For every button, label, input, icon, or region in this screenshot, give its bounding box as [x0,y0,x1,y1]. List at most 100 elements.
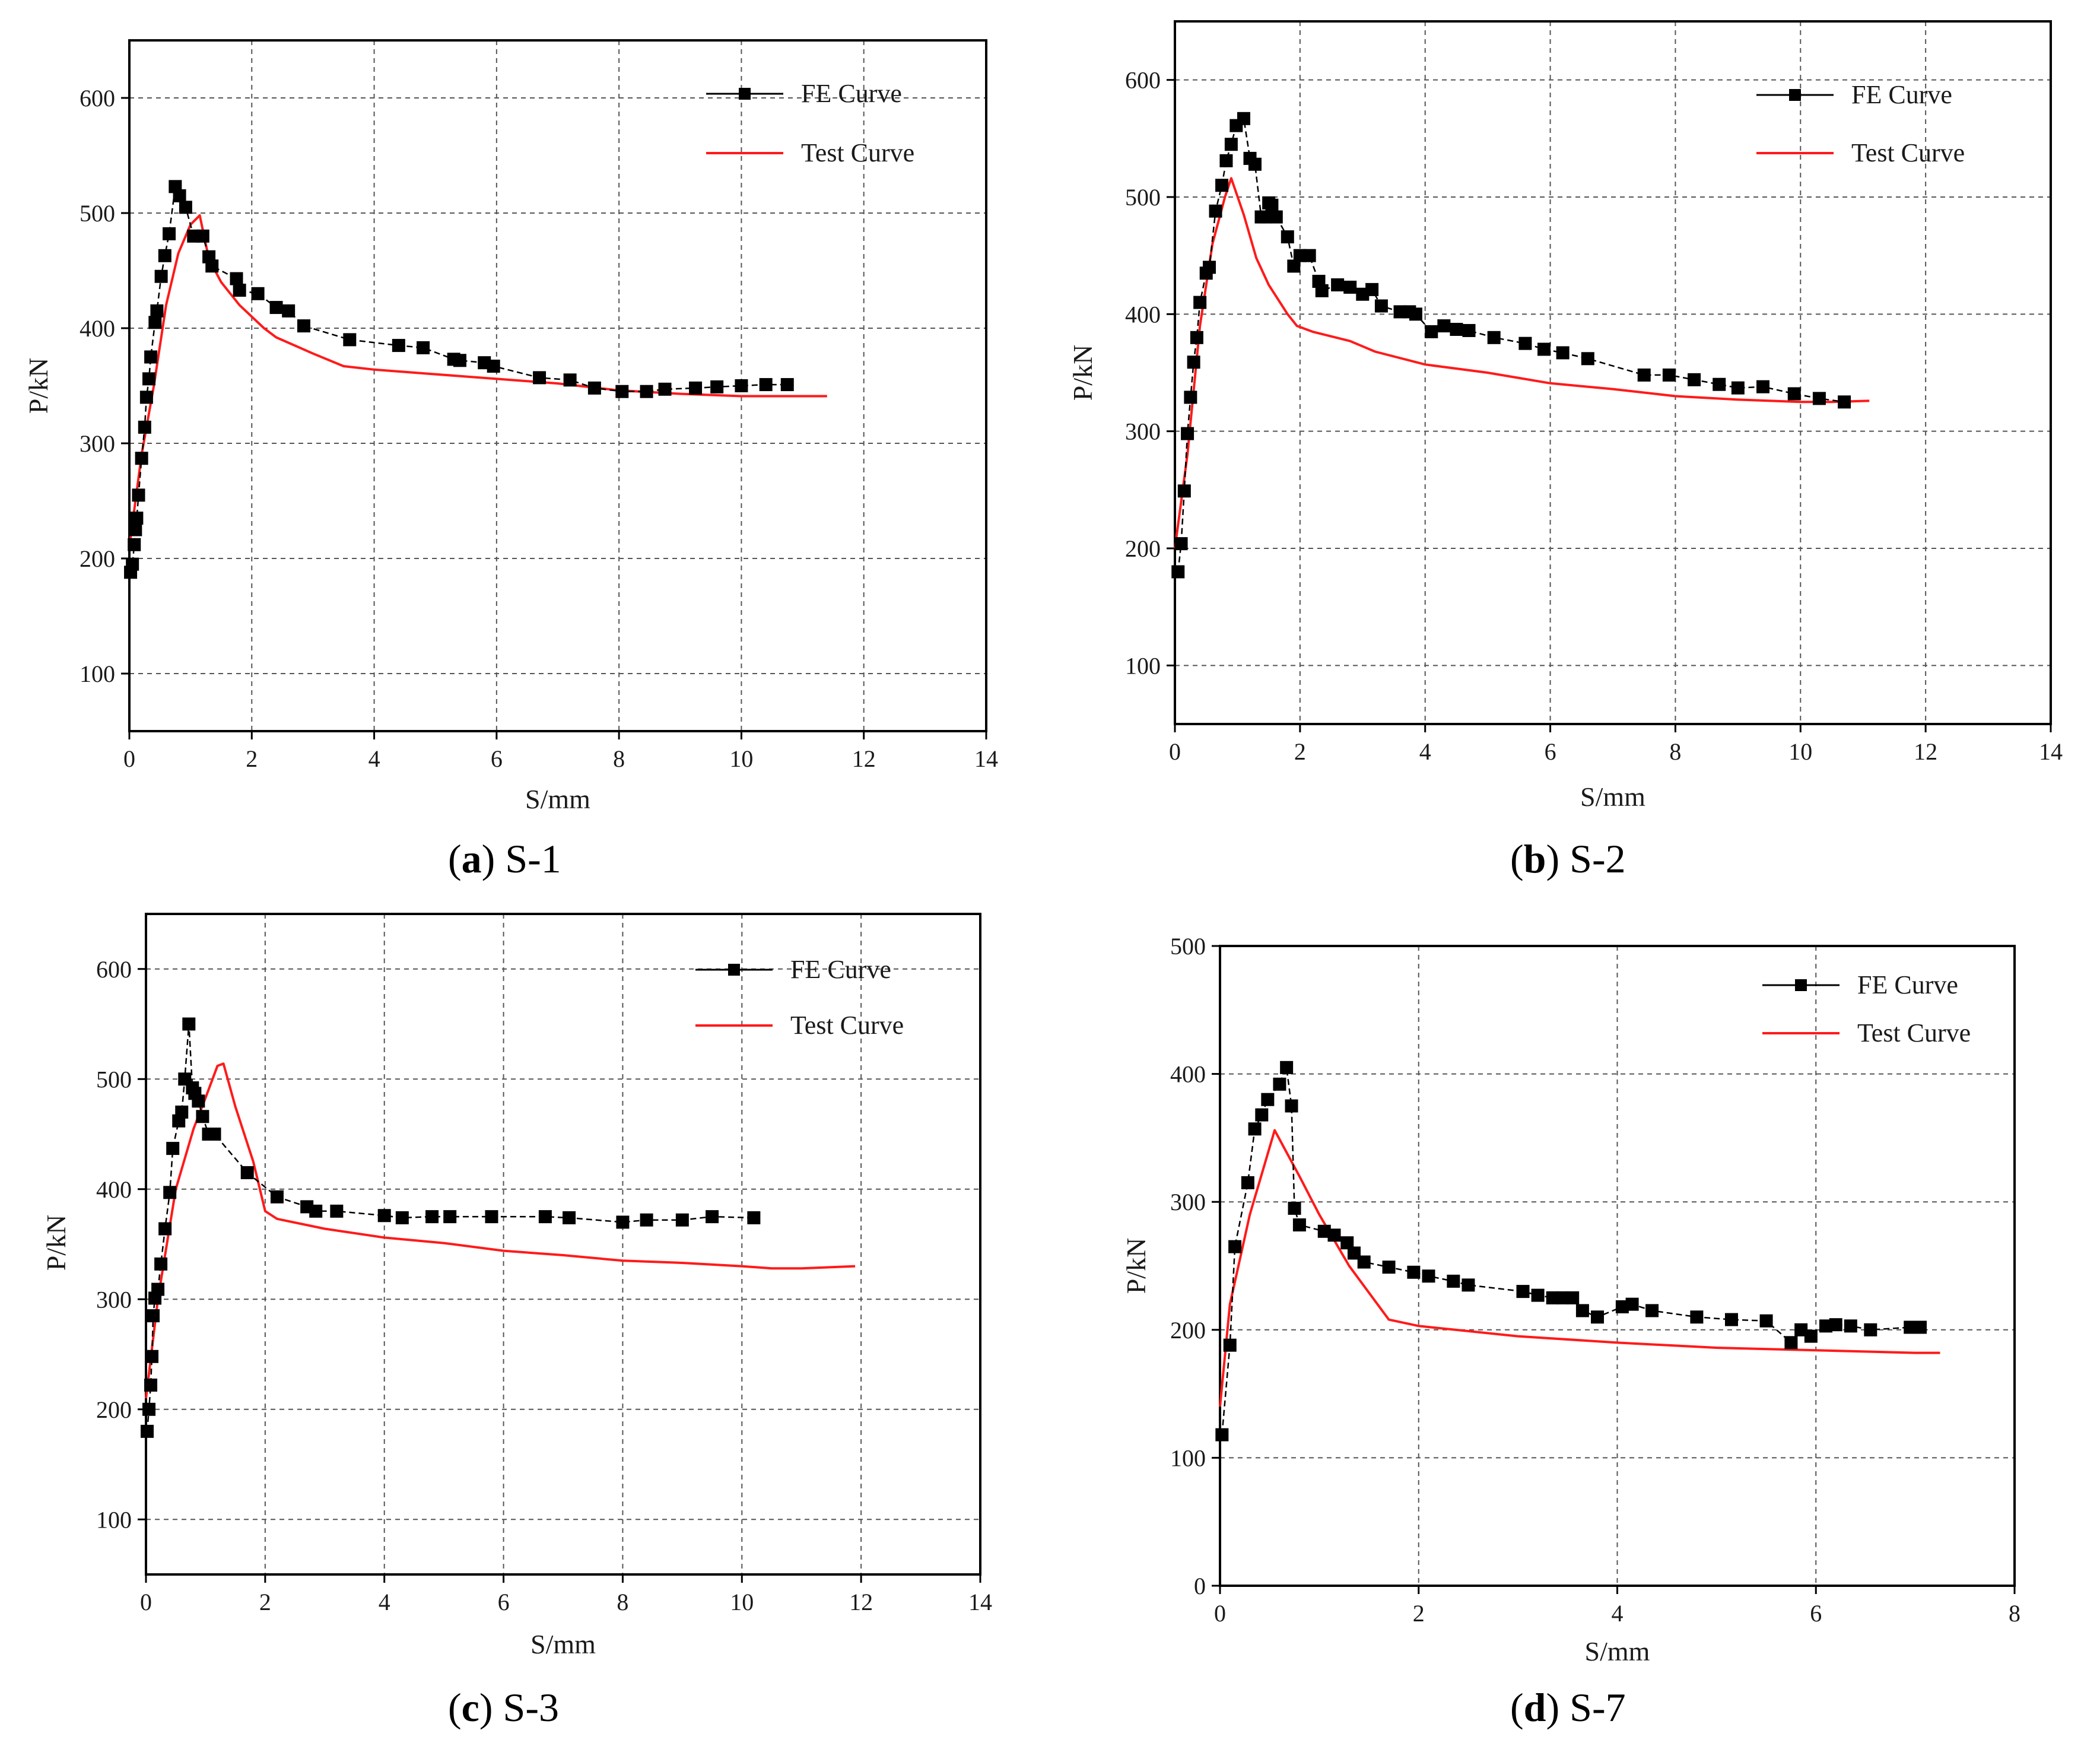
fe-curve-point [163,227,176,240]
x-tick-label: 0 [1169,738,1181,765]
y-tick-label: 600 [80,85,115,112]
fe-curve-point [1302,249,1316,262]
fe-curve-point [158,1222,172,1236]
fe-curve-point [1546,1291,1559,1304]
fe-curve-point [1756,380,1770,393]
fe-curve-point [1174,537,1188,551]
fe-curve-point [1223,1338,1237,1352]
fe-curve-point [1281,230,1294,244]
fe-curve-point [233,283,246,297]
caption-s7: (d) S-7 [1510,1685,1626,1730]
fe-curve-point [587,381,601,395]
fe-curve-point [1516,1285,1530,1298]
fe-curve-point [343,333,357,347]
fe-curve-point [1287,259,1301,273]
fe-curve-point [154,269,168,283]
fe-curve-point [735,379,748,392]
fe-curve-point [1228,1240,1242,1253]
x-tick-label: 14 [968,1589,992,1615]
legend-fe-label: FE Curve [1857,970,1958,999]
panel-s1: 0 2 4 6 8 10 12 14 100 200 300 400 500 600 S/mm P/kN FE … [0,0,1050,881]
legend-fe-label: FE Curve [790,955,891,984]
y-tick-label: 400 [1125,301,1161,328]
fe-curve-points [1215,1061,1927,1442]
x-axis-title: S/mm [1580,782,1645,812]
fe-curve-point [282,304,296,318]
fe-curve-point [128,538,141,551]
fe-curve-point [640,385,653,398]
legend-fe-label: FE Curve [1851,80,1952,109]
y-tick-label: 100 [1125,652,1161,679]
y-tick-label: 400 [80,315,115,342]
fe-curve-point [1556,346,1570,360]
fe-curve-point [1261,1093,1275,1106]
y-tick-label: 100 [1170,1444,1206,1471]
fe-curve-line [1177,117,1845,572]
fe-curve-point [205,259,219,273]
fe-curve-point [1787,387,1801,401]
fe-curve-point [1317,1224,1331,1238]
test-curve-line [145,1062,856,1399]
x-tick-label: 10 [730,1589,754,1615]
fe-curve-point [1193,296,1207,309]
axis-ticks: 0 2 4 6 8 0 100 200 300 400 500 [1170,933,2020,1627]
fe-curve-point [1662,368,1676,382]
caption-s2: (b) S-2 [1510,836,1626,881]
y-tick-label: 100 [80,661,115,687]
fe-curve-point [658,382,672,396]
fe-curve-point [616,1215,630,1229]
fe-curve-point [1288,1201,1301,1215]
test-curve-line [1219,1129,1940,1407]
legend-fe-marker [728,964,740,976]
fe-curve-point [158,249,171,262]
legend-test-label: Test Curve [801,138,914,167]
fe-curve-line [129,183,787,573]
fe-curve-point [1202,261,1216,274]
fe-curve-point [1177,484,1191,498]
fe-curve-point [1804,1329,1818,1343]
plot-frame [145,913,981,1576]
axis-ticks: 0 2 4 6 8 10 12 14 100 200 300 400 500 600 [1125,67,2063,765]
fe-curve-point [269,301,283,315]
y-tick-label: 500 [80,200,115,227]
x-tick-label: 6 [491,745,503,772]
y-tick-label: 100 [96,1506,132,1533]
fe-curve-point [1409,307,1422,321]
x-tick-label: 4 [368,745,380,772]
fe-curve-point [1844,1319,1857,1333]
fe-curve-point [1829,1318,1842,1332]
fe-curve-points [141,1017,761,1438]
fe-curve-point [1437,319,1451,333]
fe-curve-point [192,1094,205,1108]
fe-curve-point [230,272,243,285]
x-tick-label: 14 [2039,738,2063,765]
fe-curve-point [1422,1269,1435,1283]
x-tick-label: 4 [379,1589,390,1615]
fe-curve-point [1688,373,1701,386]
fe-curve-point [240,1166,254,1179]
fe-curve-point [1248,1122,1262,1136]
fe-curve-point [377,1209,391,1223]
fe-curve-point [1645,1304,1659,1317]
grid-lines [1175,21,2051,724]
fe-curve-point [196,229,209,243]
fe-curve-point [142,372,156,386]
fe-curve-point [706,1210,719,1224]
fe-curve-point [1280,1061,1294,1074]
fe-curve-point [297,319,310,333]
fe-curve-point [1237,112,1250,125]
fe-curve-point [135,452,148,465]
legend-fe-marker [1795,979,1807,991]
y-axis-title: P/kN [41,1215,71,1271]
caption-label: a [461,836,482,881]
fe-curve-point [132,488,145,502]
fe-curve-point [1566,1291,1580,1304]
legend-test-label: Test Curve [1851,138,1965,167]
fe-curve-point [1365,282,1379,296]
plot-frame [128,39,987,732]
fe-curve-point [1759,1314,1773,1328]
fe-curve-point [1447,1274,1460,1288]
caption-title: S-2 [1570,836,1626,881]
fe-curve-point [150,304,164,318]
fe-curve-point [1487,331,1501,344]
